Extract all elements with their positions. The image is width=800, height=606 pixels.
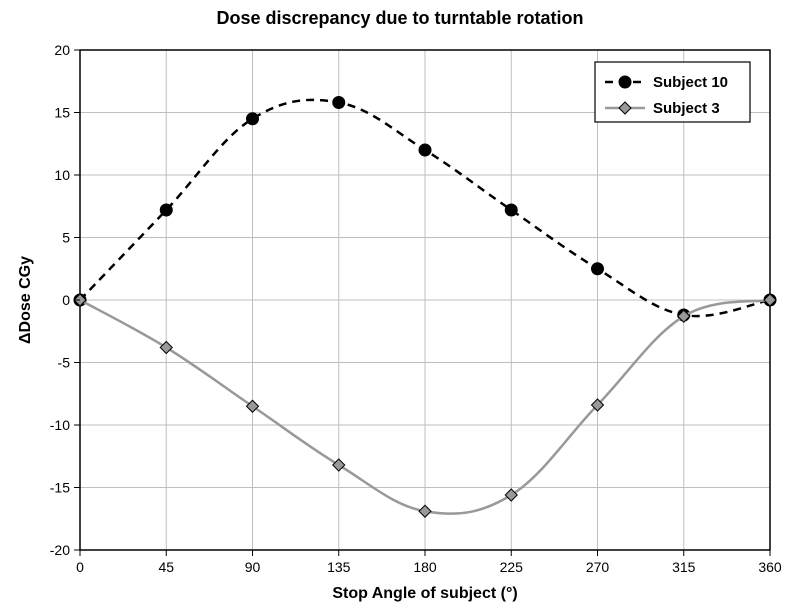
xtick-label: 270 <box>586 559 610 575</box>
chart-title: Dose discrepancy due to turntable rotati… <box>216 8 583 28</box>
ytick-label: 15 <box>54 105 70 121</box>
ytick-label: -20 <box>50 542 70 558</box>
xtick-label: 315 <box>672 559 696 575</box>
ytick-label: -15 <box>50 480 70 496</box>
ytick-label: 5 <box>62 230 70 246</box>
y-axis-label: ΔDose CGy <box>17 256 34 344</box>
ytick-label: 10 <box>54 167 70 183</box>
xtick-label: 0 <box>76 559 84 575</box>
marker-circle <box>160 204 172 216</box>
ytick-label: 0 <box>62 292 70 308</box>
ytick-label: -5 <box>58 355 71 371</box>
ytick-label: 20 <box>54 42 70 58</box>
marker-circle <box>333 97 345 109</box>
dose-chart: 0 45 90 135 180 225 270 315 360 -20 -15 -10 -5 0 5 10 15… <box>0 0 800 606</box>
legend-item-label: Subject 3 <box>653 100 720 117</box>
xtick-label: 45 <box>158 559 174 575</box>
xtick-label: 180 <box>413 559 437 575</box>
xtick-label: 90 <box>245 559 261 575</box>
marker-circle <box>592 263 604 275</box>
x-axis-label: Stop Angle of subject (°) <box>332 585 517 602</box>
xtick-label: 360 <box>758 559 782 575</box>
xtick-label: 135 <box>327 559 351 575</box>
marker-circle <box>247 113 259 125</box>
legend-item-label: Subject 10 <box>653 74 728 91</box>
marker-circle <box>505 204 517 216</box>
marker-circle <box>419 144 431 156</box>
ytick-label: -10 <box>50 417 70 433</box>
xtick-label: 225 <box>500 559 524 575</box>
